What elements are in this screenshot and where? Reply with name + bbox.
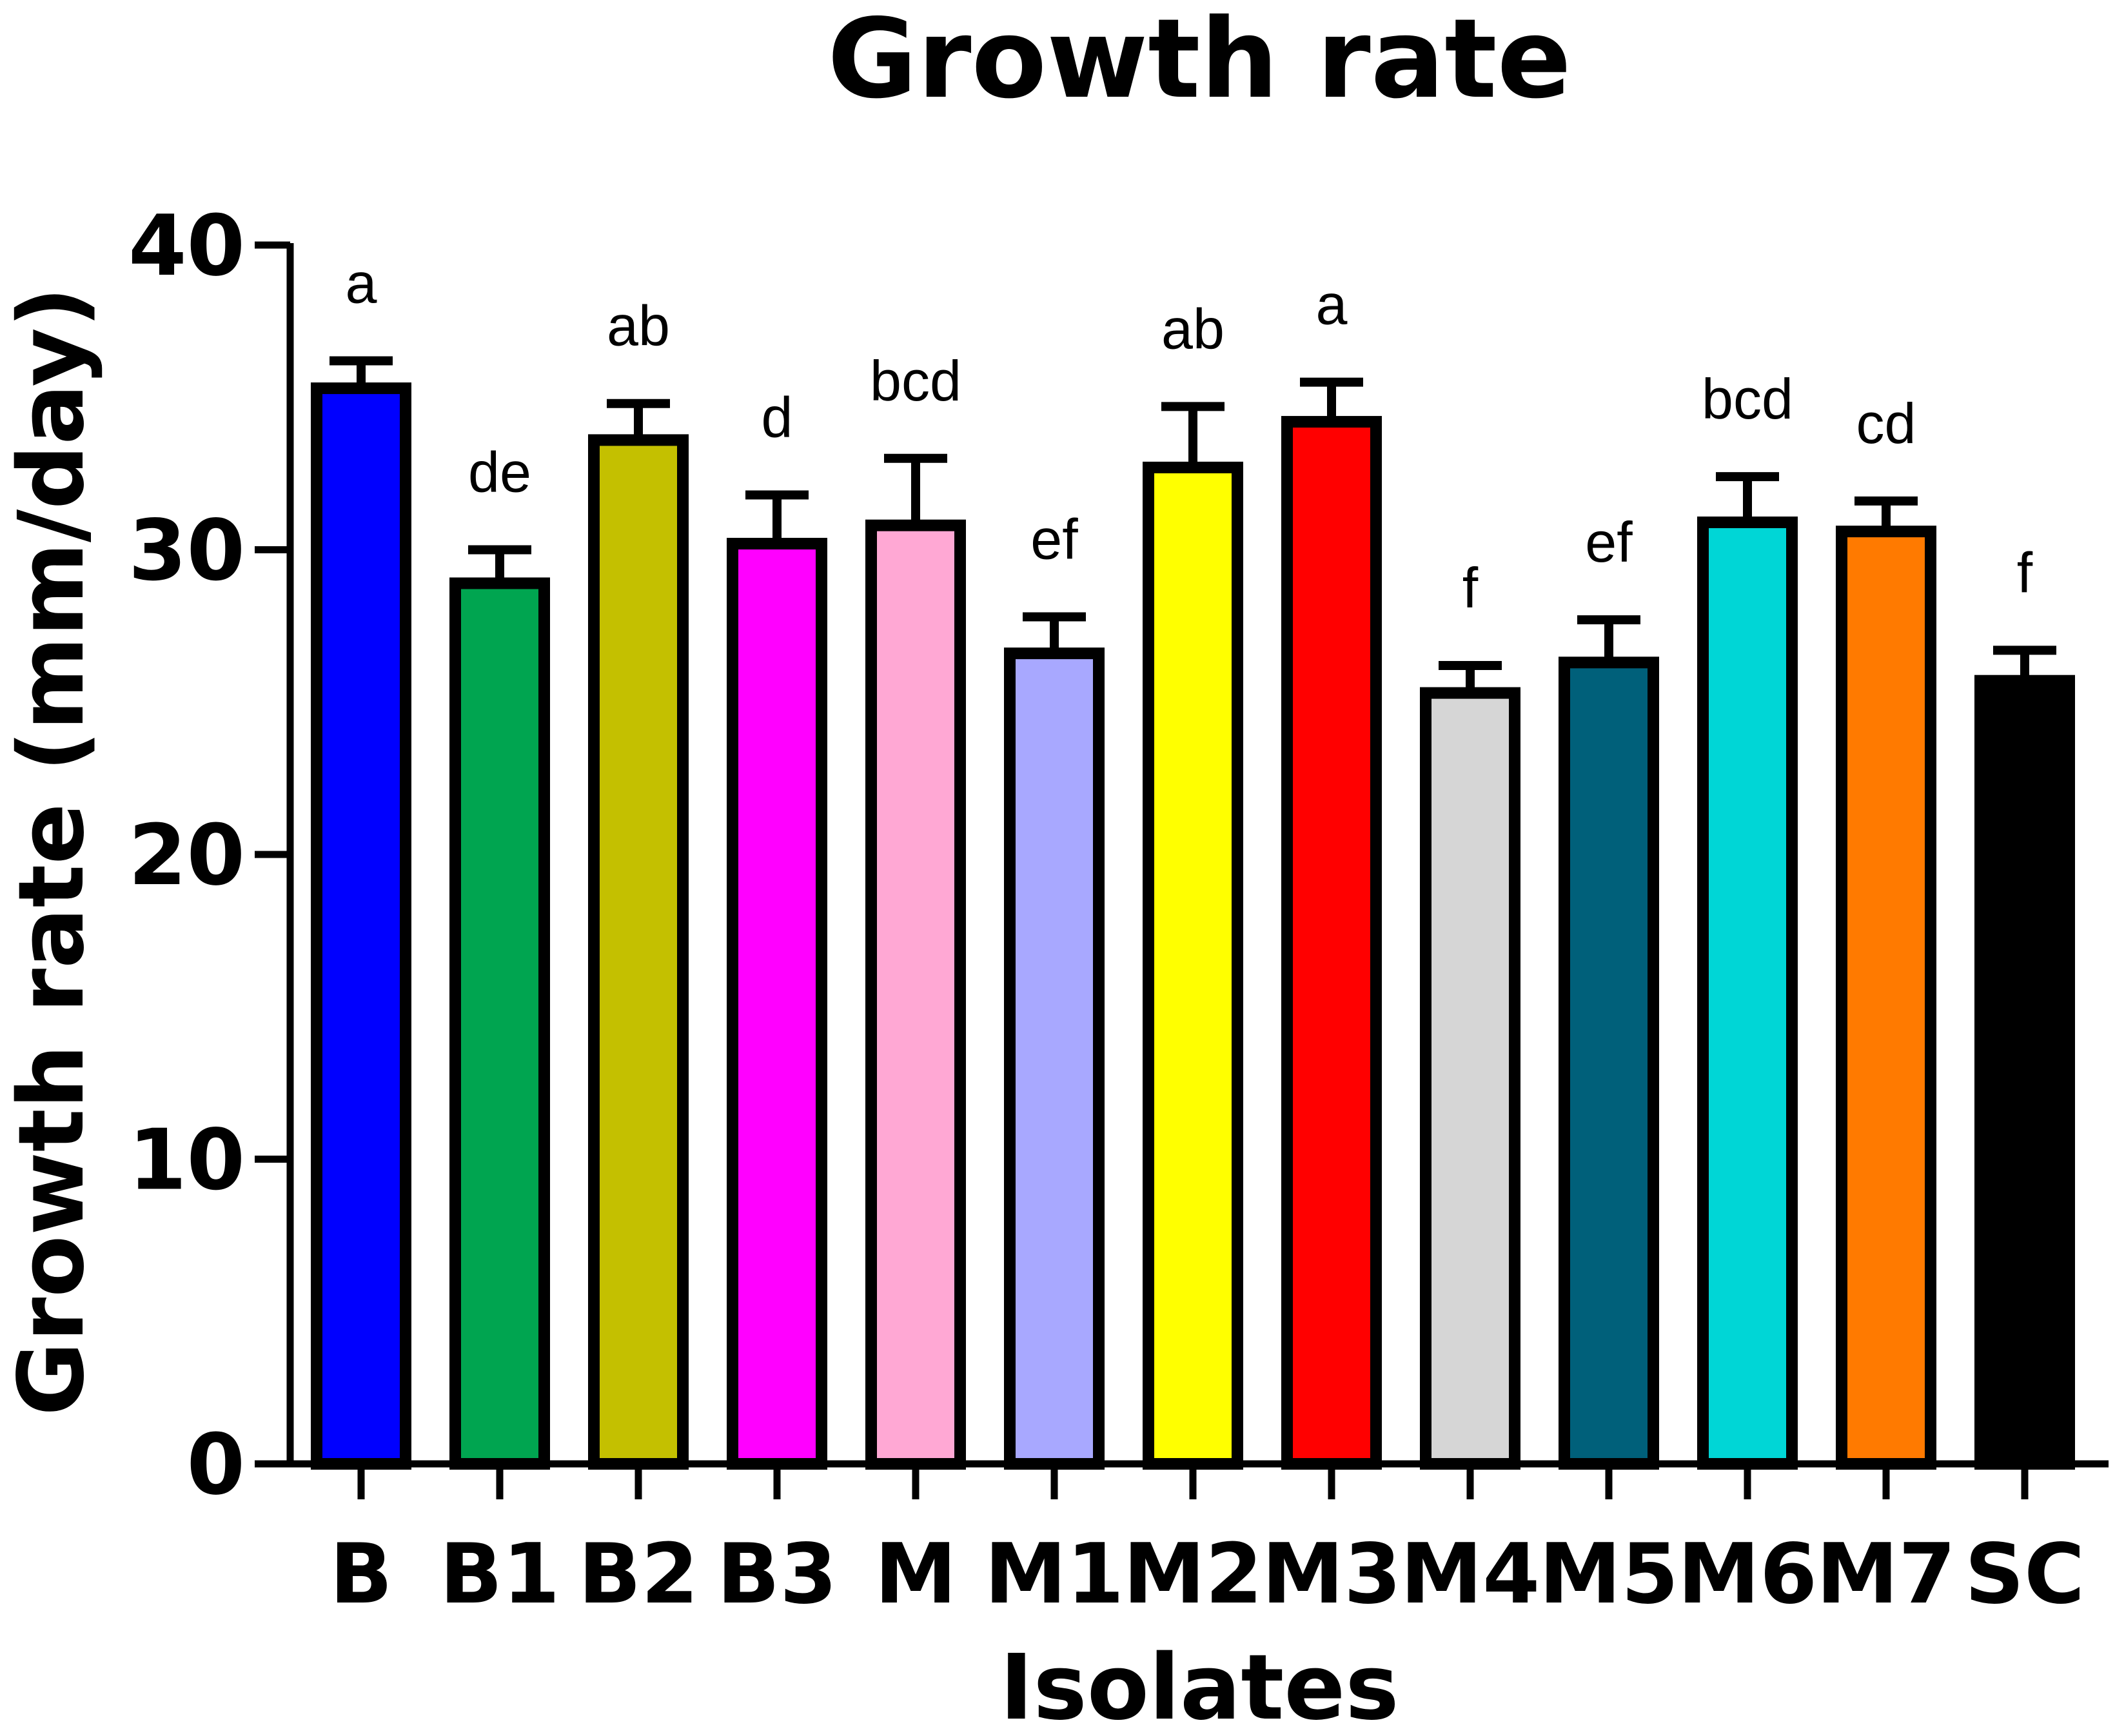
bar-m3 [1281,416,1382,1470]
y-tick-label: 40 [128,197,245,295]
y-axis-label: Growth rate (mm/day) [0,286,104,1415]
bar-m [865,519,966,1470]
bar-m1 [1004,647,1105,1470]
category-label: M3 [1262,1526,1401,1623]
bar-b3 [727,538,827,1470]
bar-b [311,382,411,1470]
category-label: M5 [1539,1526,1678,1623]
significance-label: bcd [1702,367,1793,431]
category-label: M [874,1526,956,1623]
significance-label: ef [1585,510,1633,574]
category-label: B [330,1526,393,1623]
bar-m6 [1697,516,1798,1470]
x-axis-label: Isolates [999,1635,1399,1736]
significance-label: cd [1856,391,1916,455]
bar-m7 [1836,526,1936,1470]
bar-b2 [588,434,689,1470]
category-label: M4 [1401,1526,1540,1623]
category-label: M6 [1678,1526,1817,1623]
category-label: B1 [440,1526,560,1623]
bar-b1 [449,577,550,1470]
significance-label: f [2017,540,2033,604]
y-tick-label: 0 [187,1415,245,1514]
y-tick-label: 30 [128,502,245,600]
significance-label: a [346,252,377,315]
y-tick-label: 10 [128,1111,245,1209]
bar-m2 [1143,461,1243,1470]
bar-sc [1974,675,2075,1470]
significance-label: ef [1030,507,1078,571]
chart-title: Growth rate [827,0,1571,123]
significance-label: bcd [870,349,961,413]
significance-label: a [1316,273,1348,337]
category-label: M1 [985,1526,1124,1623]
significance-label: d [762,385,793,449]
category-label: B3 [717,1526,838,1623]
category-label: M2 [1123,1526,1263,1623]
significance-label: de [468,440,531,504]
bar-m4 [1420,687,1520,1470]
significance-label: ab [607,294,670,358]
category-label: B2 [578,1526,699,1623]
category-label: M7 [1816,1526,1956,1623]
bar-m5 [1559,656,1659,1470]
category-label: SC [1965,1526,2085,1623]
significance-label: ab [1161,297,1225,360]
y-tick-label: 20 [128,806,245,904]
significance-label: f [1462,556,1479,620]
